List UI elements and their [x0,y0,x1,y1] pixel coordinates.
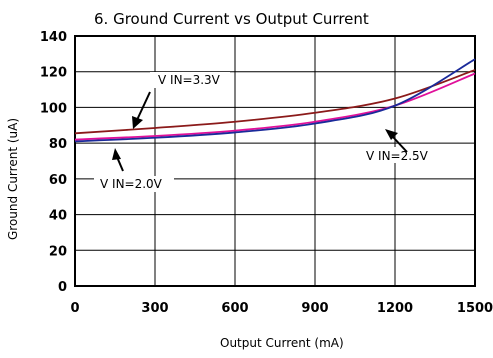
y-tick-label: 80 [49,137,67,152]
y-tick-label: 60 [49,173,67,188]
x-tick-label: 600 [221,301,248,316]
series-line-2 [74,58,476,143]
x-tick-label: 0 [70,301,79,316]
y-tick-labels: 0 20 40 60 80 100 120 140 [40,30,67,295]
series-lines [74,58,476,143]
x-axis-label: Output Current (mA) [220,336,344,350]
annotation-2v0: V IN=2.0V [100,177,163,191]
annotation-2v0-box [94,176,174,192]
chart-title: 6. Ground Current vs Output Current [94,10,369,28]
x-tick-label: 1200 [377,301,413,316]
y-tick-label: 120 [40,66,67,81]
annotation-3v3-box [150,72,230,88]
annotation-3v3-arrow [132,91,151,129]
y-tick-label: 20 [49,244,67,259]
x-tick-label: 1500 [457,301,493,316]
series-line-0 [74,69,476,135]
series-line-1 [74,72,476,141]
y-tick-label: 40 [49,209,67,224]
annotation-2v0-arrow [112,148,124,172]
y-tick-label: 140 [40,30,67,45]
y-tick-label: 100 [40,101,67,116]
annotation-2v5: V IN=2.5V [366,149,429,163]
y-axis-label: Ground Current (uA) [6,118,20,240]
annotation-2v5-arrow [385,129,408,153]
x-tick-label: 300 [141,301,168,316]
annotation-2v5-box [360,147,442,163]
annotation-3v3: V IN=3.3V [158,73,221,87]
y-tick-label: 0 [58,280,67,295]
x-tick-labels: 0 300 600 900 1200 1500 [70,301,493,316]
x-tick-label: 900 [301,301,328,316]
